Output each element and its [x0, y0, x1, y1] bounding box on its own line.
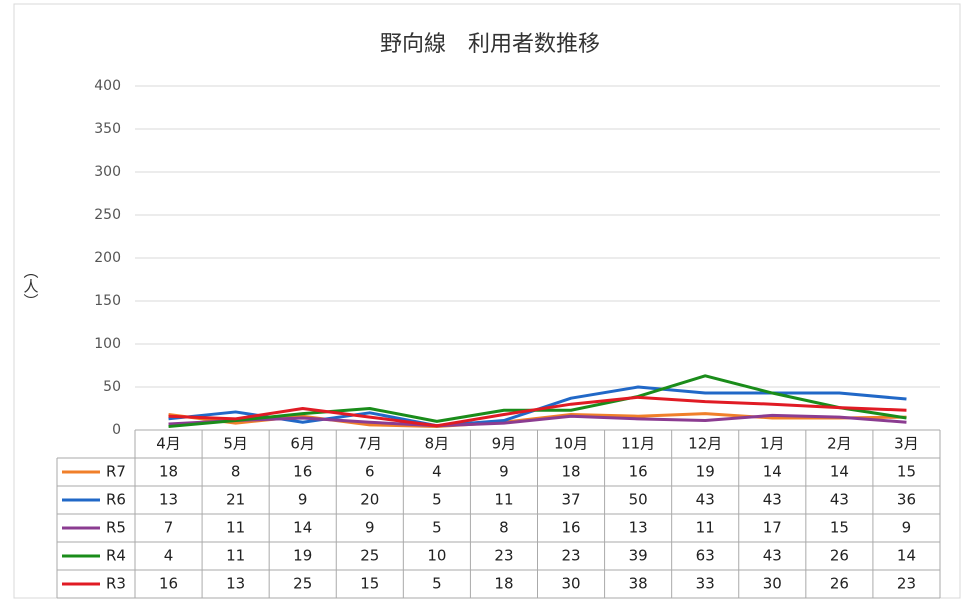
table-value: 16	[159, 575, 178, 593]
table-value: 17	[763, 519, 782, 537]
table-value: 14	[763, 463, 782, 481]
table-value: 9	[298, 491, 308, 509]
table-value: 8	[231, 463, 241, 481]
x-tick-label: 10月	[554, 435, 588, 453]
table-value: 13	[629, 519, 648, 537]
table-value: 43	[763, 491, 782, 509]
x-tick-label: 3月	[894, 435, 919, 453]
y-tick-label: 400	[94, 78, 121, 94]
y-tick-label: 100	[94, 336, 121, 352]
table-value: 11	[696, 519, 715, 537]
table-value: 20	[360, 491, 379, 509]
table-value: 6	[365, 463, 375, 481]
table-value: 8	[499, 519, 509, 537]
x-tick-label: 1月	[760, 435, 785, 453]
table-value: 11	[494, 491, 513, 509]
table-value: 33	[696, 575, 715, 593]
table-value: 43	[696, 491, 715, 509]
table-value: 30	[763, 575, 782, 593]
table-value: 63	[696, 547, 715, 565]
table-value: 43	[830, 491, 849, 509]
x-tick-label: 8月	[425, 435, 450, 453]
table-value: 9	[499, 463, 509, 481]
table-value: 15	[830, 519, 849, 537]
x-tick-label: 11月	[621, 435, 655, 453]
series-line	[168, 395, 907, 428]
table-value: 10	[427, 547, 446, 565]
table-value: 25	[293, 575, 312, 593]
legend-label: R6	[106, 491, 126, 509]
table-value: 16	[293, 463, 312, 481]
legend-label: R4	[106, 547, 126, 565]
table-value: 15	[897, 463, 916, 481]
table-value: 15	[360, 575, 379, 593]
y-tick-label: 150	[94, 293, 121, 309]
y-axis-label: （人）	[22, 264, 40, 309]
table-value: 21	[226, 491, 245, 509]
table-value: 36	[897, 491, 916, 509]
table-value: 43	[763, 547, 782, 565]
table-value: 18	[159, 463, 178, 481]
x-tick-label: 9月	[492, 435, 517, 453]
series-line	[168, 413, 907, 428]
y-tick-label: 300	[94, 164, 121, 180]
y-tick-label: 50	[103, 379, 121, 395]
table-value: 9	[902, 519, 912, 537]
y-tick-label: 250	[94, 207, 121, 223]
table-value: 23	[494, 547, 513, 565]
table-value: 26	[830, 547, 849, 565]
table-value: 18	[561, 463, 580, 481]
table-value: 11	[226, 519, 245, 537]
table-value: 14	[897, 547, 916, 565]
x-tick-label: 2月	[827, 435, 852, 453]
legend-label: R5	[106, 519, 126, 537]
table-value: 26	[830, 575, 849, 593]
table-value: 16	[561, 519, 580, 537]
x-tick-label: 5月	[223, 435, 248, 453]
table-value: 5	[432, 575, 442, 593]
table-value: 7	[164, 519, 174, 537]
x-tick-label: 4月	[156, 435, 181, 453]
table-value: 19	[293, 547, 312, 565]
y-tick-label: 0	[112, 422, 121, 438]
table-value: 23	[897, 575, 916, 593]
table-value: 9	[365, 519, 375, 537]
table-value: 11	[226, 547, 245, 565]
y-tick-label: 350	[94, 121, 121, 137]
table-value: 13	[226, 575, 245, 593]
y-tick-label: 200	[94, 250, 121, 266]
table-value: 38	[629, 575, 648, 593]
table-value: 14	[293, 519, 312, 537]
table-value: 19	[696, 463, 715, 481]
table-value: 4	[164, 547, 174, 565]
x-tick-label: 12月	[688, 435, 722, 453]
table-value: 30	[561, 575, 580, 593]
table-value: 39	[629, 547, 648, 565]
x-tick-label: 7月	[358, 435, 383, 453]
table-value: 14	[830, 463, 849, 481]
table-value: 4	[432, 463, 442, 481]
legend-label: R3	[106, 575, 126, 593]
legend-label: R7	[106, 463, 126, 481]
table-value: 18	[494, 575, 513, 593]
chart-title: 野向線 利用者数推移	[380, 32, 600, 57]
table-value: 5	[432, 491, 442, 509]
table-value: 23	[561, 547, 580, 565]
table-value: 16	[629, 463, 648, 481]
table-value: 25	[360, 547, 379, 565]
table-value: 5	[432, 519, 442, 537]
table-value: 13	[159, 491, 178, 509]
x-tick-label: 6月	[290, 435, 315, 453]
table-value: 50	[629, 491, 648, 509]
table-value: 37	[561, 491, 580, 509]
